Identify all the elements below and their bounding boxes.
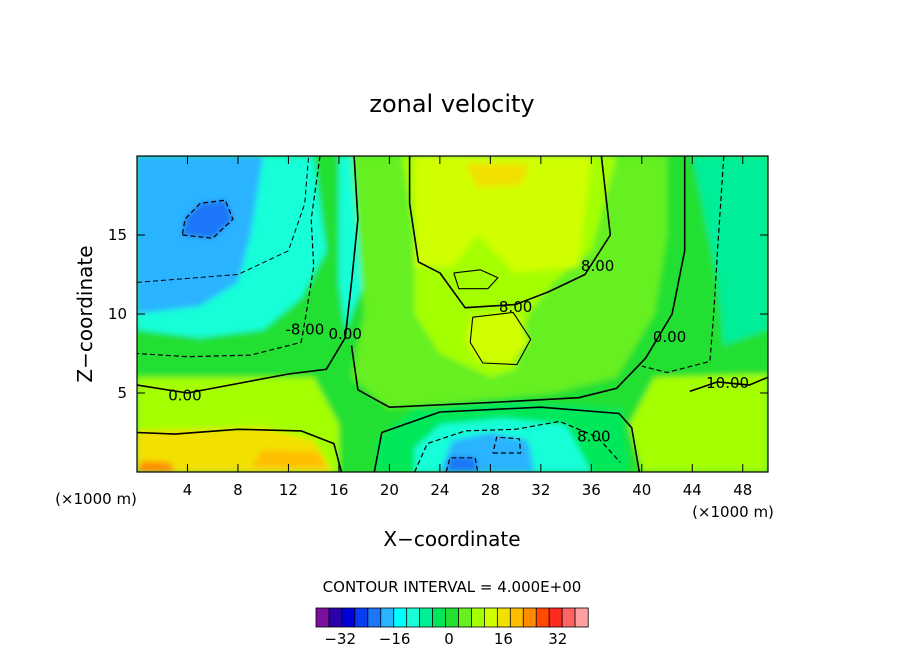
colorbar-swatch-20 bbox=[574, 607, 589, 628]
colorbar-swatch-13 bbox=[483, 607, 498, 628]
colorbar-swatch-0 bbox=[315, 607, 330, 628]
contour-labels: 8.00 8.00 8.00 0.00 0.00 0.00 10.00 -8.00 bbox=[168, 257, 749, 446]
colorbar-ticks: −32 −16 0 16 32 bbox=[324, 630, 567, 648]
x-tick-label-44: 44 bbox=[683, 481, 702, 499]
contour-line-2 bbox=[137, 428, 343, 472]
colorbar-swatch-1 bbox=[328, 607, 343, 628]
y-tick-label-5: 5 bbox=[117, 384, 127, 402]
contour-line-1 bbox=[137, 156, 321, 358]
x-tick-label-12: 12 bbox=[279, 481, 298, 499]
contour-label-3: 0.00 bbox=[168, 387, 201, 405]
x-tick-label-28: 28 bbox=[481, 481, 500, 499]
x-tick-label-32: 32 bbox=[531, 481, 550, 499]
y-axis-ticks: 5 10 15 bbox=[108, 226, 768, 402]
field-fill bbox=[137, 156, 768, 472]
y-axis-label: Z−coordinate bbox=[73, 245, 97, 382]
field-region-20 bbox=[492, 437, 521, 453]
x-unit-right: (×1000 m) bbox=[692, 503, 774, 521]
contour-line-9 bbox=[414, 420, 621, 472]
colorbar-swatch-10 bbox=[445, 607, 460, 628]
contour-label-4: 0.00 bbox=[329, 325, 362, 343]
x-tick-label-48: 48 bbox=[733, 481, 752, 499]
contour-interval-label: CONTOUR INTERVAL = 4.000E+00 bbox=[323, 578, 582, 596]
colorbar-swatch-11 bbox=[458, 607, 473, 628]
colorbar-swatch-2 bbox=[341, 607, 356, 628]
field-region-11 bbox=[629, 374, 768, 472]
contour-line-8 bbox=[373, 406, 641, 472]
colorbar-swatch-8 bbox=[419, 607, 434, 628]
colorbar-swatch-6 bbox=[393, 607, 408, 628]
x-tick-label-36: 36 bbox=[582, 481, 601, 499]
contour-line-4 bbox=[469, 311, 532, 366]
x-tick-label-20: 20 bbox=[380, 481, 399, 499]
field-region-7 bbox=[465, 163, 529, 188]
contour-line-14 bbox=[137, 156, 310, 283]
colorbar-tick-label-4: 32 bbox=[548, 630, 567, 648]
colorbar-tick-label-2: 0 bbox=[444, 630, 454, 648]
field-region-2 bbox=[182, 200, 233, 239]
contour-line-3 bbox=[408, 156, 612, 309]
contour-line-6 bbox=[350, 156, 686, 409]
field-region-6 bbox=[414, 156, 592, 273]
colorbar-swatch-4 bbox=[367, 607, 382, 628]
colorbar bbox=[315, 607, 589, 628]
contour-lines bbox=[137, 156, 768, 472]
contour-line-11 bbox=[492, 436, 522, 454]
colorbar-tick-label-1: −16 bbox=[379, 630, 411, 648]
colorbar-swatch-15 bbox=[509, 607, 524, 628]
contour-line-5 bbox=[453, 269, 499, 290]
contour-label-0: 8.00 bbox=[499, 298, 532, 316]
contour-label-6: 10.00 bbox=[706, 374, 749, 392]
field-region-10 bbox=[692, 156, 768, 346]
colorbar-swatch-17 bbox=[535, 607, 550, 628]
colorbar-swatch-14 bbox=[496, 607, 511, 628]
x-tick-label-24: 24 bbox=[430, 481, 449, 499]
colorbar-swatch-12 bbox=[471, 607, 485, 628]
x-tick-label-4: 4 bbox=[183, 481, 193, 499]
colorbar-swatch-5 bbox=[380, 607, 395, 628]
field-region-8 bbox=[465, 310, 529, 365]
colorbar-swatch-16 bbox=[522, 607, 537, 628]
colorbar-swatch-7 bbox=[406, 607, 421, 628]
colorbar-tick-label-3: 16 bbox=[494, 630, 513, 648]
chart-title: zonal velocity bbox=[369, 90, 534, 118]
contour-label-1: 8.00 bbox=[581, 257, 614, 275]
x-axis-ticks: 4 8 12 16 20 24 28 32 36 40 44 48 bbox=[183, 156, 752, 499]
colorbar-tick-label-0: −32 bbox=[324, 630, 356, 648]
colorbar-swatch-19 bbox=[561, 607, 576, 628]
x-unit-left: (×1000 m) bbox=[55, 490, 137, 508]
x-tick-label-8: 8 bbox=[233, 481, 243, 499]
colorbar-swatch-9 bbox=[432, 607, 447, 628]
contour-line-0 bbox=[137, 156, 359, 394]
y-tick-label-10: 10 bbox=[108, 305, 127, 323]
contour-label-5: 0.00 bbox=[653, 328, 686, 346]
x-tick-label-40: 40 bbox=[632, 481, 651, 499]
field-region-19 bbox=[446, 456, 478, 472]
colorbar-swatch-18 bbox=[548, 607, 563, 628]
contour-label-7: -8.00 bbox=[285, 320, 324, 338]
x-tick-label-16: 16 bbox=[329, 481, 348, 499]
velocity-field bbox=[137, 156, 768, 472]
y-tick-label-15: 15 bbox=[108, 226, 127, 244]
x-axis-label: X−coordinate bbox=[383, 527, 520, 551]
contour-line-13 bbox=[689, 376, 768, 393]
field-region-15 bbox=[137, 460, 175, 472]
contour-label-2: 8.00 bbox=[577, 428, 610, 446]
colorbar-swatch-3 bbox=[354, 607, 369, 628]
field-region-14 bbox=[250, 449, 327, 468]
contour-line-12 bbox=[445, 457, 479, 472]
